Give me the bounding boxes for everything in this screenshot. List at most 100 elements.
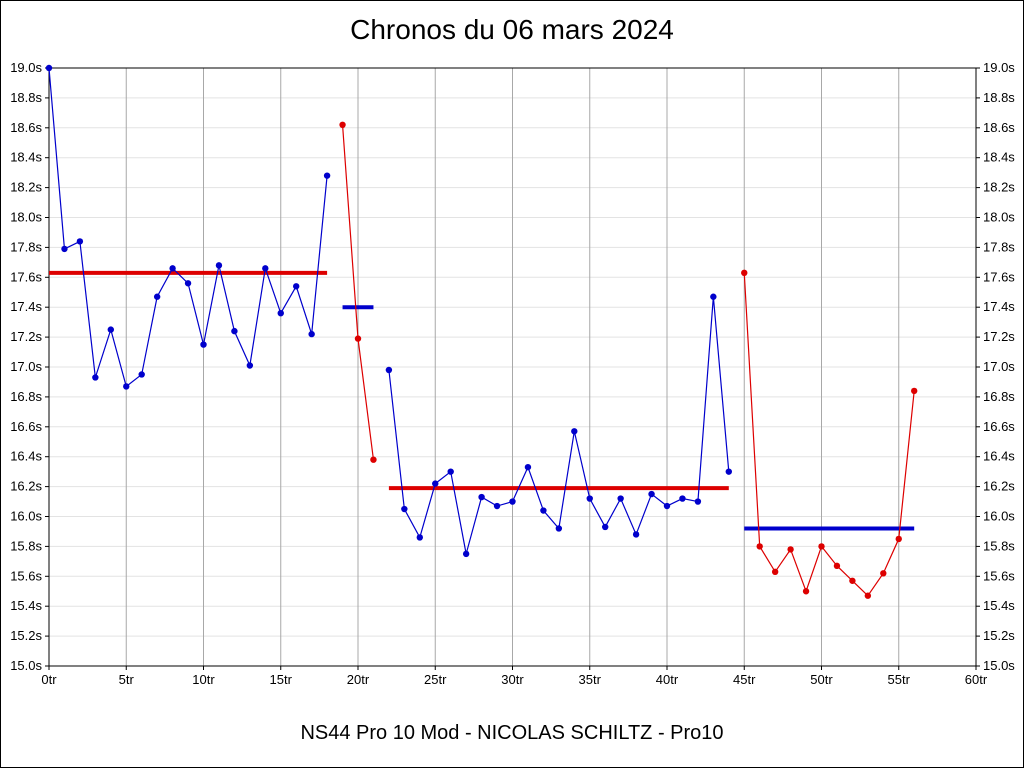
y-tick-label-left: 18.2s <box>10 180 42 195</box>
y-tick-label-left: 16.6s <box>10 419 42 434</box>
chart-footer: NS44 Pro 10 Mod - NICOLAS SCHILTZ - Pro1… <box>300 722 724 744</box>
x-tick-label: 50tr <box>810 672 833 687</box>
data-point <box>323 172 331 179</box>
data-point <box>648 490 655 498</box>
data-point <box>586 495 593 502</box>
data-point <box>771 568 779 576</box>
y-tick-label-left: 17.8s <box>10 239 42 254</box>
x-tick-label: 5tr <box>119 672 135 687</box>
data-point <box>215 262 223 269</box>
y-tick-label-left: 15.0s <box>10 658 42 673</box>
y-tick-label-left: 15.4s <box>10 598 42 613</box>
data-point <box>602 523 609 531</box>
x-tick-label: 35tr <box>579 672 602 687</box>
data-point <box>741 269 748 277</box>
data-point <box>370 456 377 463</box>
data-point <box>818 543 825 550</box>
data-point <box>153 293 161 300</box>
data-point <box>277 309 284 317</box>
data-point <box>787 546 794 553</box>
y-tick-label-right: 15.4s <box>983 598 1015 613</box>
y-tick-label-right: 16.6s <box>983 419 1015 434</box>
chart-title: Chronos du 06 mars 2024 <box>350 14 674 45</box>
data-point <box>61 245 68 253</box>
data-point <box>416 534 423 541</box>
x-tick-label: 40tr <box>656 672 679 687</box>
y-tick-label-left: 18.6s <box>10 120 42 135</box>
y-tick-label-left: 16.0s <box>10 509 42 524</box>
y-tick-label-left: 16.2s <box>10 479 42 494</box>
data-point <box>184 280 192 287</box>
y-tick-label-right: 15.8s <box>983 538 1015 553</box>
data-point <box>246 362 254 369</box>
grid-vertical <box>125 68 900 666</box>
y-tick-label-right: 17.6s <box>983 269 1015 284</box>
average-lines <box>49 270 915 531</box>
data-point <box>493 502 501 510</box>
data-point <box>663 502 671 510</box>
data-point <box>354 335 362 342</box>
series-laps-segment-1 <box>45 64 331 390</box>
data-point <box>308 330 315 338</box>
data-point <box>293 283 300 290</box>
x-tick-label: 55tr <box>888 672 911 687</box>
data-point <box>802 588 810 595</box>
data-point <box>756 543 763 550</box>
plot-border <box>48 67 977 667</box>
y-tick-label-left: 15.8s <box>10 538 42 553</box>
y-tick-label-right: 18.8s <box>983 90 1015 105</box>
y-tick-label-right: 18.0s <box>983 210 1015 225</box>
data-point <box>833 562 841 570</box>
data-point <box>262 265 269 272</box>
data-point <box>45 64 53 72</box>
data-point <box>200 341 207 348</box>
data-point <box>555 525 563 532</box>
data-point <box>123 383 130 390</box>
data-point <box>92 374 99 381</box>
y-tick-label-right: 16.0s <box>983 509 1015 524</box>
x-tick-label: 20tr <box>347 672 370 687</box>
x-tick-label: 60tr <box>965 672 988 687</box>
y-tick-label-left: 18.8s <box>10 90 42 105</box>
data-point <box>107 326 115 333</box>
data-point <box>895 535 902 543</box>
data-point <box>911 387 918 395</box>
y-tick-label-right: 18.4s <box>983 150 1015 165</box>
y-tick-label-left: 18.4s <box>10 150 42 165</box>
y-tick-label-left: 17.4s <box>10 299 42 314</box>
data-point <box>169 265 176 272</box>
data-point <box>432 480 439 487</box>
y-tick-label-left: 15.2s <box>10 628 42 643</box>
data-point <box>540 507 547 514</box>
data-point <box>462 550 470 558</box>
y-tick-label-right: 16.2s <box>983 479 1015 494</box>
data-point <box>617 495 624 502</box>
series-laps-segment-4 <box>741 269 918 599</box>
y-tick-label-right: 15.2s <box>983 628 1015 643</box>
x-tick-label: 30tr <box>501 672 524 687</box>
x-tick-label: 25tr <box>424 672 447 687</box>
y-tick-label-right: 17.4s <box>983 299 1015 314</box>
data-point <box>509 498 516 505</box>
y-tick-label-left: 16.8s <box>10 389 42 404</box>
data-point <box>76 238 84 245</box>
y-tick-label-right: 17.2s <box>983 329 1015 344</box>
y-tick-label-right: 18.6s <box>983 120 1015 135</box>
y-tick-label-left: 17.2s <box>10 329 42 344</box>
y-tick-label-right: 16.8s <box>983 389 1015 404</box>
data-point <box>478 493 485 501</box>
data-point <box>571 428 578 435</box>
y-tick-label-left: 18.0s <box>10 210 42 225</box>
y-tick-label-left: 15.6s <box>10 568 42 583</box>
data-point <box>138 371 145 378</box>
y-tick-label-left: 17.0s <box>10 359 42 374</box>
x-tick-label: 15tr <box>270 672 293 687</box>
data-point <box>880 570 887 577</box>
y-tick-label-right: 17.8s <box>983 239 1015 254</box>
x-tick-label: 0tr <box>41 672 57 687</box>
data-point <box>864 592 872 599</box>
x-tick-label: 10tr <box>192 672 215 687</box>
y-tick-label-right: 15.0s <box>983 658 1015 673</box>
